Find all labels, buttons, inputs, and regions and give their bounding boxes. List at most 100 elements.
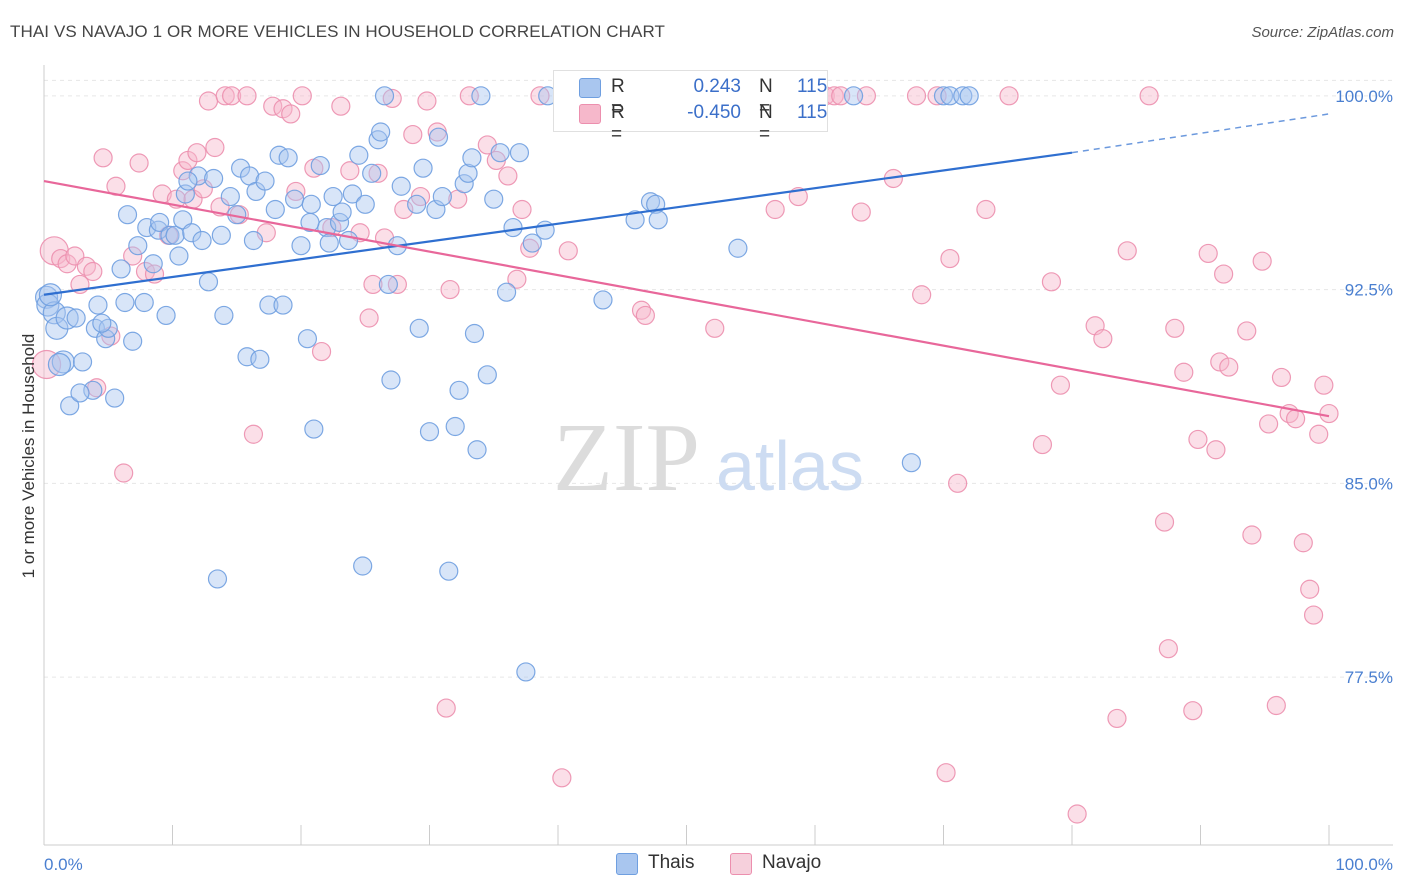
- thais-point: [143, 254, 163, 274]
- thais-point: [409, 318, 429, 338]
- thais-point: [156, 305, 176, 326]
- navajo-point: [1237, 321, 1257, 341]
- thais-swatch: [579, 78, 601, 98]
- navajo-point: [243, 424, 264, 444]
- thais-legend-swatch: [616, 853, 638, 875]
- thais-point: [464, 323, 485, 344]
- thais-point: [407, 194, 427, 214]
- thais-point: [51, 350, 75, 374]
- watermark-zip: ZIP: [553, 404, 700, 512]
- thais-point: [439, 561, 459, 581]
- trend-lines: [43, 113, 1330, 418]
- navajo-point: [436, 698, 456, 718]
- navajo-point: [198, 91, 219, 111]
- thais-point: [342, 184, 362, 204]
- navajo-point: [498, 166, 518, 186]
- thais-point: [182, 223, 202, 243]
- navajo-trend-line: [43, 180, 1330, 418]
- navajo-point: [93, 148, 113, 168]
- navajo-point: [1154, 512, 1175, 532]
- thais-point: [381, 370, 401, 390]
- x-tick-left: 0.0%: [44, 855, 83, 874]
- navajo-point: [1314, 375, 1334, 395]
- thais-point: [297, 329, 318, 349]
- thais-point: [374, 86, 395, 106]
- thais-point: [349, 145, 369, 165]
- navajo-point: [340, 161, 360, 181]
- navajo-point: [1198, 243, 1218, 264]
- thais-legend-label: Thais: [648, 852, 695, 873]
- navajo-point: [1293, 533, 1313, 553]
- thais-point: [165, 225, 185, 245]
- navajo-point: [363, 274, 383, 295]
- thais-point: [516, 662, 536, 682]
- navajo-point: [705, 318, 725, 338]
- n-label: N =: [759, 76, 773, 119]
- navajo-point: [129, 153, 149, 173]
- thais-point: [178, 171, 198, 191]
- navajo-point: [83, 261, 103, 282]
- thais-point: [497, 282, 517, 302]
- navajo-point: [530, 86, 550, 106]
- thais-point: [300, 212, 320, 233]
- navajo-point: [512, 199, 532, 220]
- navajo-point: [1067, 804, 1087, 824]
- navajo-point: [631, 300, 652, 320]
- thais-point: [471, 86, 491, 106]
- navajo-point: [368, 163, 388, 183]
- thais-point: [355, 194, 375, 214]
- thais-point: [332, 202, 352, 222]
- thais-point: [47, 352, 72, 377]
- thais-point: [250, 349, 270, 369]
- navajo-point: [1165, 318, 1185, 338]
- watermark-atlas: atlas: [716, 427, 864, 505]
- thais-point: [204, 168, 224, 189]
- thais-point: [648, 210, 668, 230]
- r-value: -0.450: [687, 102, 741, 123]
- thais-point: [304, 419, 324, 439]
- thais-point: [214, 305, 234, 326]
- navajo-point: [635, 305, 655, 326]
- thais-point: [291, 236, 311, 256]
- thais-point: [323, 186, 343, 207]
- navajo-legend-label: Navajo: [762, 852, 822, 873]
- navajo-point: [1210, 352, 1230, 372]
- thais-point: [70, 383, 90, 403]
- navajo-point: [1219, 357, 1239, 377]
- thais-point: [117, 205, 138, 225]
- thais-point: [509, 143, 530, 163]
- navajo-point: [237, 86, 257, 106]
- thais-point: [522, 233, 542, 253]
- thais-point: [319, 233, 339, 253]
- navajo-point: [906, 86, 927, 106]
- thais-point: [428, 127, 449, 147]
- navajo-point: [173, 161, 193, 181]
- navajo-legend-swatch: [730, 853, 752, 875]
- thais-point: [484, 189, 504, 209]
- thais-point: [160, 225, 180, 245]
- navajo-point: [999, 86, 1019, 106]
- y-tick-label: 77.5%: [1345, 668, 1393, 687]
- n-label: N =: [759, 102, 773, 145]
- thais-point: [445, 416, 465, 437]
- navajo-point: [765, 199, 785, 220]
- navajo-point: [286, 181, 306, 202]
- navajo-point: [394, 199, 414, 220]
- thais-trend-line: [43, 151, 1073, 296]
- thais-point: [34, 285, 59, 309]
- y-tick-label: 85.0%: [1345, 474, 1393, 493]
- thais-point: [310, 155, 330, 176]
- navajo-point: [123, 246, 143, 266]
- y-tick-label: 92.5%: [1345, 281, 1393, 300]
- r-label: R =: [611, 102, 625, 145]
- navajo-point: [440, 279, 460, 300]
- thais-point: [728, 238, 748, 258]
- thais-point: [901, 453, 921, 473]
- watermark: ZIP atlas: [553, 404, 864, 512]
- thais-point: [207, 569, 228, 589]
- thais-point: [123, 331, 143, 351]
- thais-point: [128, 236, 148, 256]
- thais-point: [111, 259, 131, 279]
- thais-point: [92, 313, 112, 333]
